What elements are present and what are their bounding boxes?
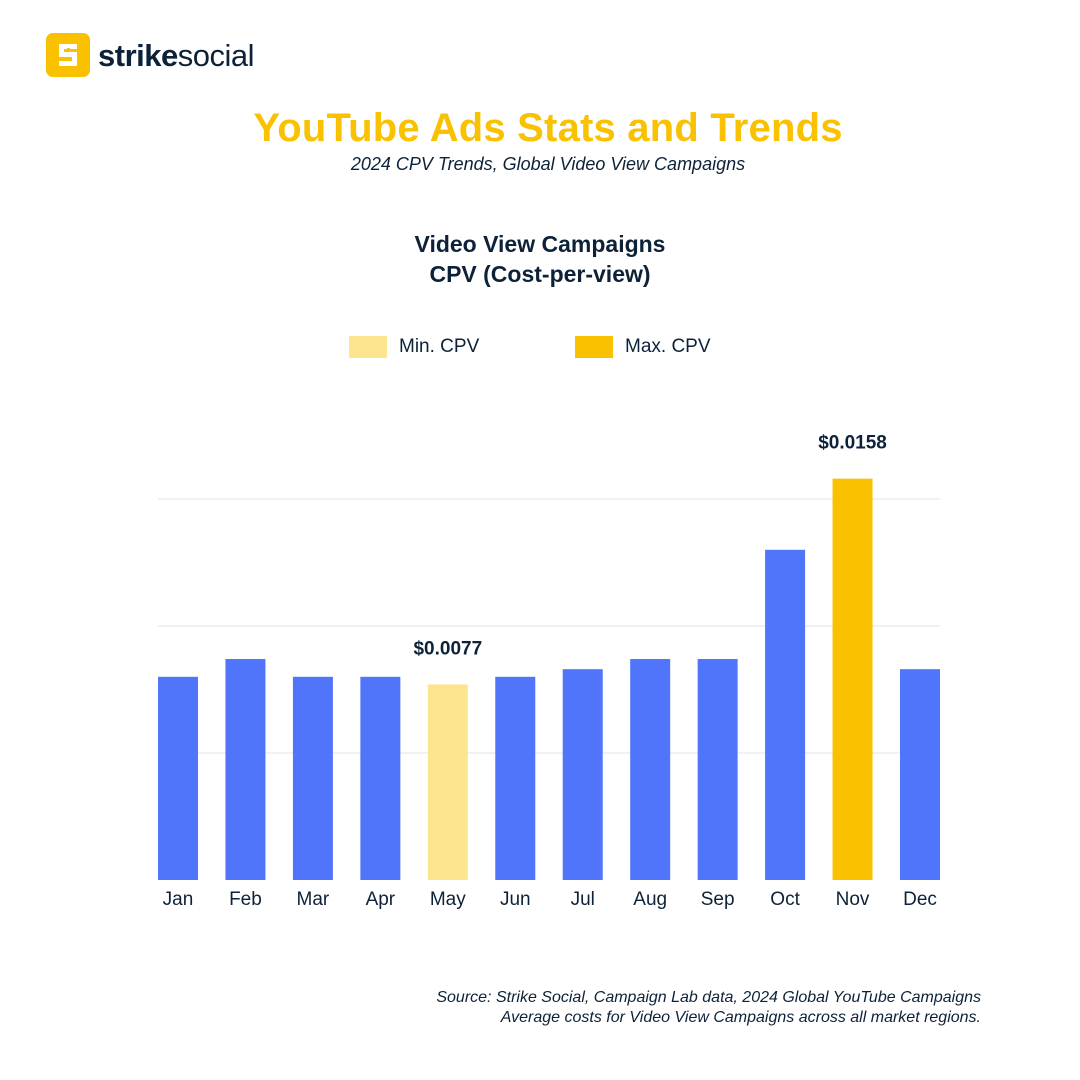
legend-item-max: Max. CPV (575, 336, 711, 358)
brand-logo: strikesocial (46, 33, 255, 77)
x-tick-label: Mar (297, 889, 330, 910)
bar-dec (900, 669, 940, 880)
data-label: $0.0158 (818, 433, 887, 454)
x-tick-label: Feb (229, 889, 262, 910)
bar-sep (697, 659, 738, 880)
brand-name-light: social (177, 37, 255, 73)
legend-label-max: Max. CPV (625, 336, 711, 357)
bar-jul (562, 669, 603, 880)
chart-title-line-2: CPV (Cost-per-view) (429, 261, 651, 287)
bar-jun (495, 676, 536, 880)
x-tick-label: May (430, 889, 466, 910)
x-tick-label: Aug (633, 889, 667, 910)
x-tick-label: Jan (163, 889, 194, 910)
brand-wordmark: strikesocial (98, 37, 255, 73)
legend-swatch-max (575, 336, 613, 358)
x-tick-label: Apr (366, 889, 396, 910)
chart-title-line-1: Video View Campaigns (414, 231, 666, 257)
source-line-1: Source: Strike Social, Campaign Lab data… (436, 989, 981, 1006)
bar-aug (630, 659, 671, 880)
source-line-2: Average costs for Video View Campaigns a… (500, 1009, 981, 1026)
bar-mar (292, 676, 333, 880)
page-title: YouTube Ads Stats and Trends (253, 106, 843, 150)
data-label: $0.0077 (413, 638, 482, 659)
page-subtitle: 2024 CPV Trends, Global Video View Campa… (350, 154, 746, 174)
bar-may (427, 684, 468, 880)
source-note: Source: Strike Social, Campaign Lab data… (436, 988, 981, 1028)
x-tick-label: Oct (770, 889, 800, 910)
x-tick-label: Dec (903, 889, 937, 910)
bar-feb (225, 659, 266, 880)
bar-jan (158, 676, 198, 880)
strike-logo-icon (46, 33, 90, 77)
legend-item-min: Min. CPV (349, 336, 479, 358)
x-tick-label: Jul (571, 889, 595, 910)
brand-name-bold: strike (98, 37, 178, 73)
chart-legend: Min. CPV Max. CPV (0, 336, 1080, 360)
legend-label-min: Min. CPV (399, 336, 480, 357)
chart-title: Video View Campaigns CPV (Cost-per-view) (0, 229, 1080, 289)
bar-nov (832, 478, 873, 880)
x-tick-label: Sep (701, 889, 735, 910)
x-tick-label: Jun (500, 889, 531, 910)
bar-oct (765, 549, 806, 880)
bar-apr (360, 676, 401, 880)
x-tick-label: Nov (836, 889, 870, 910)
legend-swatch-min (349, 336, 387, 358)
